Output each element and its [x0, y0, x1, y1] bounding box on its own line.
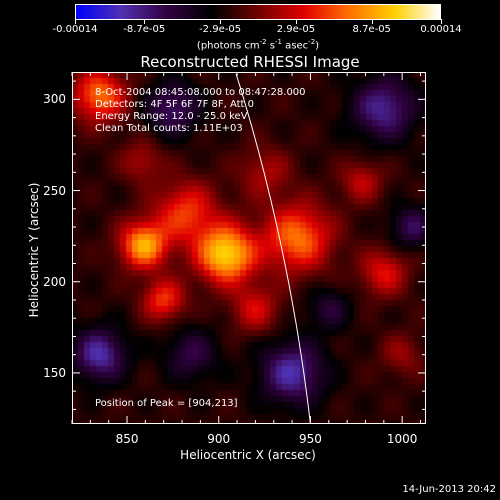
x-tick-label: 1000	[386, 432, 418, 446]
colorbar-tick	[295, 19, 297, 24]
y-tick-label: 300	[43, 92, 66, 107]
colorbar-units: (photons cm-2 s-1 asec-2)	[196, 38, 320, 52]
colorbar-tick-label: -2.9e-05	[199, 24, 242, 35]
colorbar-tick-label: -0.00014	[52, 24, 98, 35]
chart-title: Reconstructed RHESSI Image	[140, 53, 360, 71]
y-axis-label: Heliocentric Y (arcsec)	[27, 182, 41, 318]
heatmap-image	[72, 72, 426, 424]
plot-frame	[72, 72, 426, 424]
y-tick-label: 200	[43, 274, 66, 289]
colorbar-tick-label: -8.7e-05	[123, 24, 166, 35]
colorbar-tick	[441, 19, 442, 24]
x-tick-label: 850	[115, 432, 139, 446]
solar-limb-line	[235, 73, 311, 424]
colorbar-tick	[75, 19, 76, 24]
colorbar-tick-label: 0.00014	[420, 24, 462, 35]
colorbar-tick	[371, 19, 373, 24]
x-axis-label: Heliocentric X (arcsec)	[180, 448, 316, 462]
colorbar-tick-label: 2.9e-05	[276, 24, 316, 35]
colorbar-tick-label: 8.7e-05	[352, 24, 391, 35]
colorbar-tick	[144, 19, 146, 24]
colorbar-tick	[220, 19, 222, 24]
y-tick-label: 250	[43, 183, 66, 198]
x-tick-label: 900	[207, 432, 231, 446]
footer-date: 14-Jun-2013 20:42	[402, 484, 496, 495]
detectors-label: Detectors: 4F 5F 6F 7F 8F, Att 0	[95, 99, 255, 110]
colorbar	[75, 4, 441, 20]
time-range-label: 8-Oct-2004 08:45:08.000 to 08:47:28.000	[95, 87, 306, 98]
x-tick-label: 950	[298, 432, 322, 446]
peak-position-label: Position of Peak = [904,213]	[95, 398, 238, 409]
energy-range-label: Energy Range: 12.0 - 25.0 keV	[95, 111, 248, 122]
y-tick-label: 150	[43, 365, 66, 380]
method-counts-label: Clean Total counts: 1.11E+03	[95, 123, 243, 134]
